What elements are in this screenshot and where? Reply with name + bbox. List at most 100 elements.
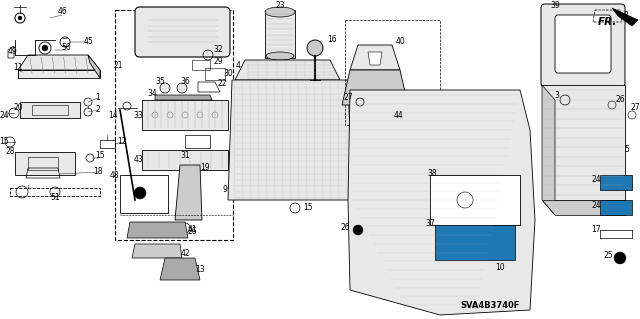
- Polygon shape: [20, 102, 80, 118]
- Circle shape: [307, 40, 323, 56]
- Text: 41: 41: [187, 226, 197, 234]
- Polygon shape: [18, 55, 100, 70]
- Bar: [600, 200, 632, 215]
- Text: 18: 18: [93, 167, 103, 176]
- Polygon shape: [228, 80, 352, 200]
- Text: 25: 25: [603, 250, 613, 259]
- Polygon shape: [127, 222, 188, 238]
- Text: 44: 44: [393, 110, 403, 120]
- Text: 16: 16: [327, 35, 337, 44]
- Text: 17: 17: [591, 226, 601, 234]
- Polygon shape: [15, 152, 75, 175]
- Text: 24: 24: [591, 175, 601, 184]
- Text: 22: 22: [217, 79, 227, 88]
- Text: 3: 3: [555, 91, 559, 100]
- Polygon shape: [542, 85, 555, 215]
- Text: 20: 20: [13, 103, 23, 113]
- Text: 15: 15: [95, 152, 105, 160]
- Text: 51: 51: [50, 192, 60, 202]
- Bar: [115, 10, 233, 240]
- Polygon shape: [348, 90, 535, 315]
- Polygon shape: [342, 70, 408, 105]
- Circle shape: [177, 83, 187, 93]
- Polygon shape: [88, 55, 100, 78]
- Text: 12: 12: [117, 137, 127, 146]
- Text: SVA4B3740F: SVA4B3740F: [460, 300, 520, 309]
- Text: 15: 15: [303, 204, 313, 212]
- Text: 24: 24: [591, 202, 601, 211]
- Text: 27: 27: [630, 103, 640, 113]
- Text: 36: 36: [180, 78, 190, 86]
- Bar: [120, 175, 168, 213]
- Ellipse shape: [266, 52, 294, 60]
- Text: 34: 34: [147, 90, 157, 99]
- Text: 15: 15: [0, 137, 9, 146]
- Polygon shape: [160, 258, 200, 280]
- Text: 42: 42: [180, 249, 190, 257]
- Circle shape: [160, 83, 170, 93]
- Polygon shape: [142, 100, 228, 130]
- FancyBboxPatch shape: [135, 7, 230, 57]
- Text: 1: 1: [95, 93, 100, 102]
- Text: 26: 26: [187, 227, 197, 236]
- Polygon shape: [175, 165, 202, 220]
- Text: 2: 2: [95, 106, 100, 115]
- Circle shape: [18, 16, 22, 20]
- Bar: [600, 175, 632, 190]
- FancyBboxPatch shape: [555, 15, 611, 73]
- Text: 21: 21: [113, 61, 123, 70]
- Text: 4: 4: [236, 61, 241, 70]
- Polygon shape: [350, 45, 400, 70]
- Polygon shape: [235, 60, 340, 80]
- Text: 31: 31: [180, 151, 190, 160]
- Text: 27: 27: [343, 93, 353, 102]
- Text: 43: 43: [133, 155, 143, 165]
- Text: 26: 26: [340, 224, 350, 233]
- Ellipse shape: [265, 7, 295, 17]
- Polygon shape: [132, 244, 182, 258]
- Text: 49: 49: [7, 48, 17, 56]
- Polygon shape: [368, 52, 382, 65]
- Text: 13: 13: [195, 265, 205, 275]
- Text: 5: 5: [625, 145, 629, 154]
- Bar: [430, 175, 520, 225]
- Text: 46: 46: [57, 8, 67, 17]
- Text: 35: 35: [155, 78, 165, 86]
- Text: 29: 29: [213, 57, 223, 66]
- Polygon shape: [265, 10, 295, 58]
- Bar: [345, 20, 440, 125]
- Text: 48: 48: [109, 170, 119, 180]
- Text: 19: 19: [200, 164, 210, 173]
- Polygon shape: [542, 85, 625, 200]
- Text: 33: 33: [133, 110, 143, 120]
- Polygon shape: [612, 8, 638, 26]
- Text: 30: 30: [223, 70, 233, 78]
- Bar: [542, 5, 624, 140]
- Text: 26: 26: [615, 95, 625, 105]
- Polygon shape: [542, 200, 625, 215]
- Circle shape: [614, 252, 626, 264]
- Polygon shape: [142, 150, 228, 170]
- Polygon shape: [155, 95, 212, 100]
- Text: 38: 38: [427, 168, 437, 177]
- Text: 39: 39: [550, 1, 560, 10]
- Text: 14: 14: [108, 110, 118, 120]
- Circle shape: [42, 45, 48, 51]
- Text: 32: 32: [213, 46, 223, 55]
- Text: 11: 11: [13, 63, 23, 72]
- Text: 24: 24: [0, 110, 9, 120]
- Text: 45: 45: [83, 38, 93, 47]
- Text: 28: 28: [5, 147, 15, 157]
- Text: 50: 50: [61, 42, 71, 51]
- Circle shape: [353, 225, 363, 235]
- Text: 10: 10: [495, 263, 505, 272]
- Text: 23: 23: [275, 1, 285, 10]
- Text: 40: 40: [395, 38, 405, 47]
- Circle shape: [134, 187, 146, 199]
- Polygon shape: [18, 70, 100, 78]
- Text: FR.: FR.: [598, 17, 618, 27]
- Text: 37: 37: [425, 219, 435, 228]
- Text: 9: 9: [223, 186, 227, 195]
- FancyBboxPatch shape: [541, 4, 625, 87]
- Bar: [435, 225, 515, 260]
